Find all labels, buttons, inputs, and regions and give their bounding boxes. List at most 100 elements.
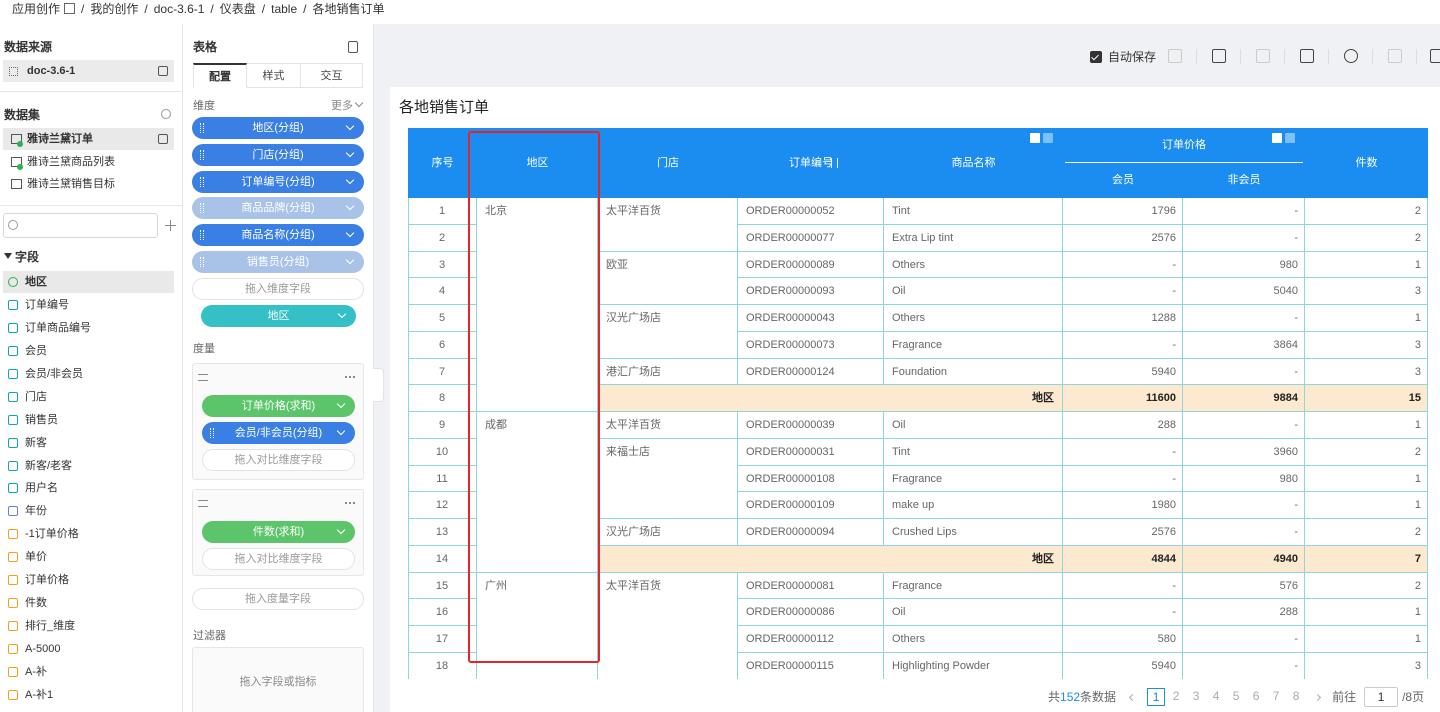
pill-label[interactable]: 商品品牌(分组) <box>241 202 315 215</box>
goto-input[interactable]: 1 <box>1364 687 1399 707</box>
page-button[interactable]: 1 <box>1147 688 1166 706</box>
field-pill[interactable] <box>192 117 364 139</box>
datasource-name[interactable]: doc-3.6-1 <box>27 65 76 77</box>
field-pill[interactable] <box>202 422 355 444</box>
pill-label[interactable]: 商品名称(分组) <box>241 229 315 242</box>
field-pill[interactable] <box>192 251 364 273</box>
collapse-button[interactable] <box>1272 133 1282 143</box>
pill-label[interactable]: 会员/非会员(分组) <box>234 427 323 439</box>
collapse-button[interactable] <box>1030 133 1040 143</box>
tab[interactable]: 配置 <box>193 63 247 88</box>
pill-label[interactable]: 件数(求和) <box>252 526 305 538</box>
toolbar-button[interactable] <box>1430 49 1440 63</box>
row-number: 3 <box>408 251 477 279</box>
breadcrumb-item[interactable]: table <box>271 2 298 16</box>
dataset-item[interactable]: 雅诗兰黛销售目标 <box>27 178 115 190</box>
more-icon[interactable] <box>345 376 355 378</box>
pill-label[interactable]: 门店(分组) <box>252 148 304 161</box>
field-item[interactable]: 销售员 <box>25 413 58 426</box>
field-item[interactable]: 订单商品编号 <box>25 321 91 334</box>
dataset-action[interactable] <box>158 134 168 144</box>
field-item[interactable]: 会员/非会员 <box>25 367 84 380</box>
toolbar-button[interactable] <box>1344 49 1358 63</box>
next-button[interactable] <box>1314 693 1322 701</box>
column-header[interactable]: 件数 <box>1355 157 1378 169</box>
pill-label[interactable]: 地区(分组) <box>252 122 304 134</box>
column-header[interactable]: 会员 <box>1112 174 1134 186</box>
field-item[interactable]: 订单编号 <box>25 298 69 311</box>
field-pill[interactable] <box>201 305 356 327</box>
field-item[interactable]: A-5000 <box>25 643 61 656</box>
column-header[interactable]: 地区 <box>526 157 549 169</box>
field-pill[interactable] <box>192 197 364 220</box>
more-icon[interactable] <box>345 502 355 504</box>
tab[interactable]: 交互 <box>301 63 363 88</box>
toolbar-button[interactable] <box>1300 49 1314 63</box>
field-item[interactable]: 门店 <box>25 390 47 403</box>
dataset-item[interactable]: 雅诗兰黛订单 <box>27 133 93 145</box>
collapse-handle[interactable] <box>373 368 384 402</box>
page-button[interactable]: 3 <box>1192 689 1200 703</box>
column-header[interactable]: 订单编号 <box>789 157 833 169</box>
field-item[interactable]: 订单价格 <box>25 574 69 587</box>
datasource-item[interactable] <box>3 60 174 82</box>
field-item[interactable]: A-补1 <box>25 688 54 701</box>
breadcrumb-item[interactable]: 我的创作 <box>90 2 139 16</box>
field-item[interactable]: 用户名 <box>25 482 58 495</box>
field-item[interactable]: 会员 <box>25 344 47 357</box>
dataset-item[interactable]: 雅诗兰黛商品列表 <box>27 155 115 168</box>
breadcrumb-item[interactable]: 仪表盘 <box>219 2 256 16</box>
column-header[interactable]: 门店 <box>657 157 679 169</box>
field-pill[interactable] <box>192 143 364 166</box>
field-item[interactable]: 新客 <box>25 436 47 449</box>
field-item[interactable]: 地区 <box>25 276 47 288</box>
prev-button[interactable] <box>1129 693 1137 701</box>
pill-label[interactable]: 订单编号(分组) <box>241 175 315 188</box>
breadcrumb-item[interactable]: doc-3.6-1 <box>153 2 205 16</box>
page-button[interactable]: 8 <box>1292 689 1300 703</box>
field-item[interactable]: 件数 <box>25 597 47 610</box>
page-button[interactable]: 7 <box>1272 689 1280 703</box>
field-pill[interactable] <box>192 170 364 193</box>
field-item[interactable]: 新客/老客 <box>25 459 73 472</box>
breadcrumb-item[interactable]: 应用创作 <box>12 2 61 16</box>
tab[interactable]: 样式 <box>247 63 301 88</box>
column-header[interactable]: 商品名称 <box>951 157 996 169</box>
pill-label[interactable]: 地区 <box>267 310 290 322</box>
expand-button[interactable] <box>1285 133 1295 143</box>
more-link[interactable]: 更多 <box>331 100 353 112</box>
column-header[interactable]: 非会员 <box>1227 174 1261 186</box>
total-prefix: 共 <box>1048 690 1061 704</box>
toolbar-button[interactable] <box>1256 49 1270 63</box>
autosave-label[interactable]: 自动保存 <box>1108 50 1157 64</box>
pill-label[interactable]: 订单价格(求和) <box>241 400 316 412</box>
search-icon[interactable] <box>161 109 171 119</box>
field-item[interactable]: 排行_维度 <box>25 620 76 633</box>
field-item[interactable]: 单价 <box>25 551 47 564</box>
menu-icon[interactable] <box>198 500 208 507</box>
field-pill[interactable] <box>202 395 355 417</box>
field-pill[interactable] <box>202 521 355 543</box>
field-item[interactable]: 年份 <box>25 505 47 518</box>
toolbar-button[interactable] <box>1388 49 1402 63</box>
expand-button[interactable] <box>1043 133 1053 143</box>
pill-label[interactable]: 销售员(分组) <box>246 256 310 268</box>
column-header[interactable]: 序号 <box>431 157 454 169</box>
field-item[interactable]: -1订单价格 <box>25 528 79 541</box>
page-button[interactable]: 5 <box>1232 689 1240 703</box>
panel-icon[interactable] <box>348 41 358 53</box>
page-button[interactable]: 2 <box>1172 689 1180 703</box>
field-item[interactable]: A-补 <box>25 665 47 678</box>
value-cell: 1 <box>1305 251 1428 279</box>
menu-icon[interactable] <box>198 374 208 381</box>
field-pill[interactable] <box>192 224 364 247</box>
toolbar-button[interactable] <box>1168 49 1182 63</box>
page-button[interactable]: 6 <box>1252 689 1260 703</box>
field-search[interactable] <box>3 213 158 238</box>
autosave-checkbox[interactable] <box>1090 51 1102 63</box>
sort-icon[interactable] <box>831 158 838 168</box>
breadcrumb-item[interactable]: 各地销售订单 <box>312 2 385 16</box>
page-button[interactable]: 4 <box>1212 689 1220 703</box>
toolbar-button[interactable] <box>1212 49 1226 63</box>
datasource-action[interactable] <box>158 66 168 76</box>
